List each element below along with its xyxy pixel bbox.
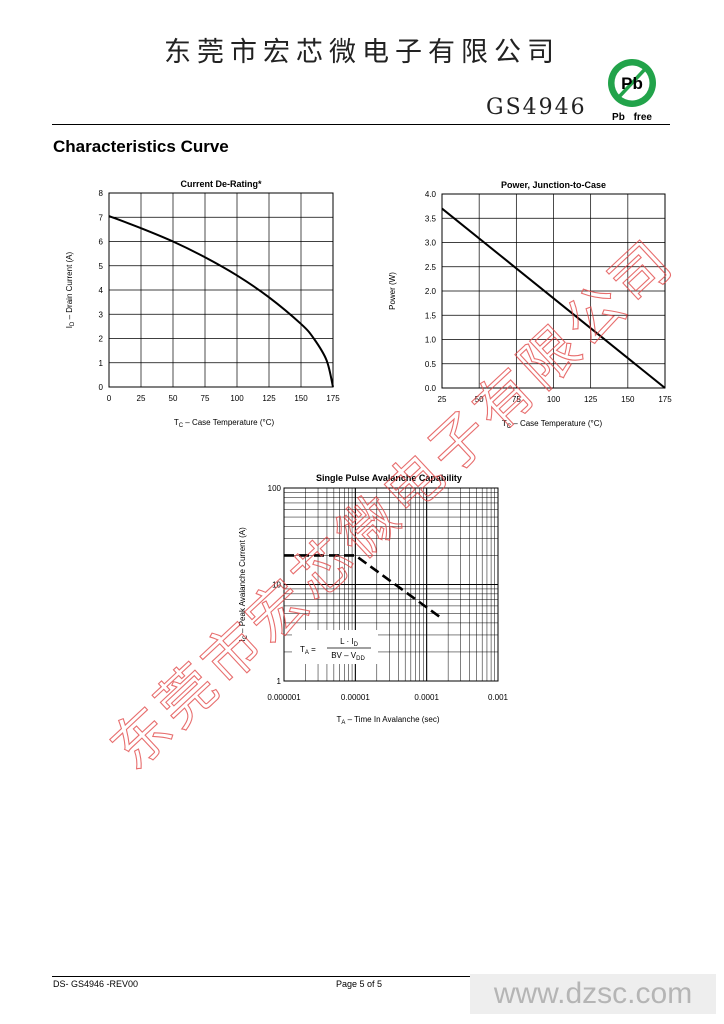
y-axis-label: ID – Drain Current (A) <box>65 251 76 328</box>
x-axis-label: TC – Case Temperature (°C) <box>174 418 275 429</box>
data-line-dashed <box>284 554 442 620</box>
y-tick-label: 2.5 <box>425 263 437 272</box>
y-tick-label: 0 <box>99 383 104 392</box>
formula-numerator: L · ID <box>340 637 358 648</box>
header-divider <box>52 124 670 125</box>
y-tick-label: 2 <box>99 335 104 344</box>
x-tick-label: 50 <box>169 394 178 403</box>
x-tick-label: 100 <box>230 394 244 403</box>
y-tick-label: 0.0 <box>425 384 437 393</box>
footer-page-number: Page 5 of 5 <box>336 979 383 989</box>
y-tick-label: 100 <box>268 484 282 493</box>
data-line <box>441 207 666 389</box>
y-axis-label: Power (W) <box>388 272 397 310</box>
y-tick-label: 1 <box>99 359 104 368</box>
x-tick-label: 0.0001 <box>414 693 439 702</box>
formula-denominator: BV – VDD <box>331 651 365 662</box>
company-name: 东莞市宏芯微电子有限公司 <box>164 37 560 68</box>
y-tick-label: 0.5 <box>425 360 437 369</box>
y-tick-label: 7 <box>99 213 104 222</box>
x-tick-label: 0.001 <box>488 693 509 702</box>
y-tick-label: 6 <box>99 238 104 247</box>
y-tick-label: 3 <box>99 310 104 319</box>
footer-site-logo[interactable]: www.dzsc.com <box>470 974 716 1014</box>
y-tick-label: 3.0 <box>425 239 437 248</box>
x-tick-label: 0 <box>107 394 112 403</box>
x-tick-label: 125 <box>584 395 598 404</box>
x-tick-label: 0.00001 <box>341 693 370 702</box>
x-tick-label: 75 <box>512 395 521 404</box>
data-curve <box>108 215 334 388</box>
x-axis-label: TC – Case Temperature (°C) <box>502 419 603 430</box>
x-tick-label: 25 <box>137 394 146 403</box>
pb-slash <box>616 65 649 100</box>
x-tick-label: 150 <box>294 394 308 403</box>
footer-doc-id: DS- GS4946 -REV00 <box>53 979 139 989</box>
y-tick-label: 1.5 <box>425 311 437 320</box>
chart-title: Single Pulse Avalanche Capability <box>316 473 462 483</box>
footer-divider <box>52 976 670 977</box>
y-tick-label: 8 <box>99 189 104 198</box>
x-tick-label: 50 <box>475 395 484 404</box>
x-tick-label: 175 <box>326 394 340 403</box>
pb-symbol: Pb <box>621 74 643 93</box>
x-tick-label: 175 <box>658 395 672 404</box>
y-tick-label: 4 <box>99 286 104 295</box>
pb-caption: Pb free <box>612 112 652 123</box>
y-tick-label: 1 <box>277 677 282 686</box>
y-axis-label: IC – Peak Avalanche Current (A) <box>238 527 249 642</box>
x-tick-label: 0.000001 <box>267 693 301 702</box>
y-tick-label: 4.0 <box>425 190 437 199</box>
y-tick-label: 1.0 <box>425 336 437 345</box>
pb-free-badge: Pb Pb free <box>608 59 656 123</box>
x-tick-label: 100 <box>547 395 561 404</box>
x-tick-label: 125 <box>262 394 276 403</box>
section-title: Characteristics Curve <box>53 137 229 156</box>
formula-lhs: TA = <box>300 645 316 656</box>
x-tick-label: 150 <box>621 395 635 404</box>
chart-title: Power, Junction-to-Case <box>501 180 606 190</box>
y-tick-label: 3.5 <box>425 214 437 223</box>
y-tick-label: 5 <box>99 262 104 271</box>
x-axis-label: TA – Time In Avalanche (sec) <box>336 715 439 726</box>
x-tick-label: 75 <box>201 394 210 403</box>
y-tick-label: 10 <box>272 581 281 590</box>
x-tick-label: 25 <box>438 395 447 404</box>
chart-title: Current De-Rating* <box>180 179 262 189</box>
part-number: GS4946 <box>486 95 587 120</box>
formula-box <box>292 630 378 664</box>
y-tick-label: 2.0 <box>425 287 437 296</box>
